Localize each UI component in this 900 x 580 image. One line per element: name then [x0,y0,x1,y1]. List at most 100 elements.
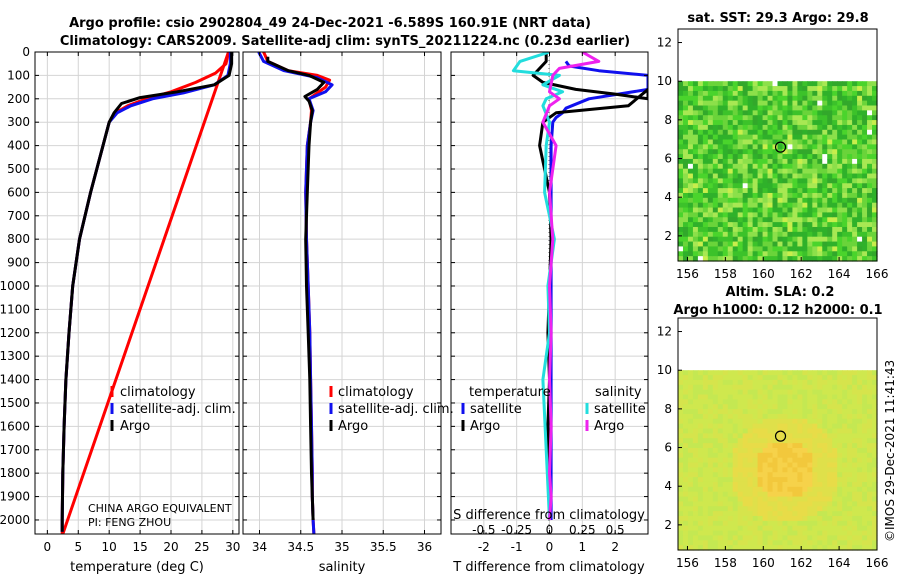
map-cell [737,375,744,381]
map-cell [772,545,779,551]
y-tick-label: 8 [664,113,672,127]
map-cell [792,481,798,488]
map-cell [817,467,823,473]
map-cell [762,540,769,546]
map-cell [722,81,729,87]
map-cell [827,515,833,522]
map-cell [682,481,689,488]
map-cell [697,515,704,522]
map-cell [807,144,813,150]
map-cell [678,129,684,136]
map-cell [687,246,694,252]
map-cell [737,423,744,430]
map-cell [837,178,843,184]
map-cell [862,515,868,522]
map-cell [762,202,769,209]
map-cell [732,95,739,102]
map-cell [747,168,754,175]
map-cell [762,120,769,126]
map-cell [727,530,734,537]
map-cell [792,105,798,111]
map-cell [837,545,843,551]
map-cell [847,418,853,425]
map-cell [737,472,744,478]
map-cell [792,379,798,386]
map-cell [742,515,749,522]
map-cell [837,491,843,498]
map-cell [812,158,818,165]
map-cell [692,447,699,454]
map-cell [802,443,808,449]
map-cell [812,110,818,116]
figure-title-line1: Argo profile: csio 2902804_49 24-Dec-202… [69,16,591,31]
x-tick-label: 34.5 [287,540,314,554]
map-cell [722,241,729,248]
map-cell [862,202,868,209]
map-cell [822,124,828,131]
map-cell [792,496,798,503]
map-cell [872,90,878,97]
map-cell [678,423,684,430]
map-cell [732,413,739,420]
map-cell [797,192,803,199]
map-cell [707,207,714,214]
map-cell [747,404,754,410]
map-cell [812,486,818,493]
map-cell [867,115,873,121]
map-cell [687,197,694,204]
map-cell [678,520,684,527]
map-cell [847,511,853,517]
map-cell [687,178,694,184]
map-cell [737,105,744,111]
map-cell [862,399,868,405]
map-cell [687,241,694,248]
map-cell [832,404,838,410]
map-cell [767,370,774,376]
map-cell [872,207,878,214]
map-cell [787,379,794,386]
map-cell [702,467,709,473]
map-cell [762,545,769,551]
map-cell [742,154,749,160]
map-cell [762,399,769,405]
map-cell [792,168,798,175]
map-cell [707,545,714,551]
map-cell [727,95,734,102]
map-cell [792,443,798,449]
map-cell [782,413,789,420]
map-cell [852,375,858,381]
map-cell [702,370,709,376]
map-cell [832,389,838,396]
map-cell [832,158,838,165]
map-cell [747,183,754,189]
map-cell [852,149,858,155]
map-cell [782,124,789,131]
map-cell [787,433,794,439]
y-tick-label: 6 [664,152,672,166]
map-cell [817,375,823,381]
map-cell [802,447,808,454]
map-cell [727,226,734,233]
map-cell [872,409,878,415]
map-cell [867,183,873,189]
map-cell [678,110,684,116]
map-cell [682,241,689,248]
map-cell [867,246,873,252]
map-cell [722,540,729,546]
map-cell [827,173,833,179]
map-cell [782,452,789,459]
y-tick-label: 1700 [0,443,30,457]
map-cell [712,486,719,493]
map-cell [872,236,878,243]
map-cell [717,545,724,551]
map-cell [707,256,714,262]
map-cell [757,496,764,503]
map-cell [782,399,789,405]
map-cell [872,192,878,199]
map-cell [857,154,863,160]
map-cell [752,173,759,179]
map-cell [777,222,784,228]
map-cell [822,525,828,532]
map-cell [702,212,709,218]
map-cell [797,110,803,116]
